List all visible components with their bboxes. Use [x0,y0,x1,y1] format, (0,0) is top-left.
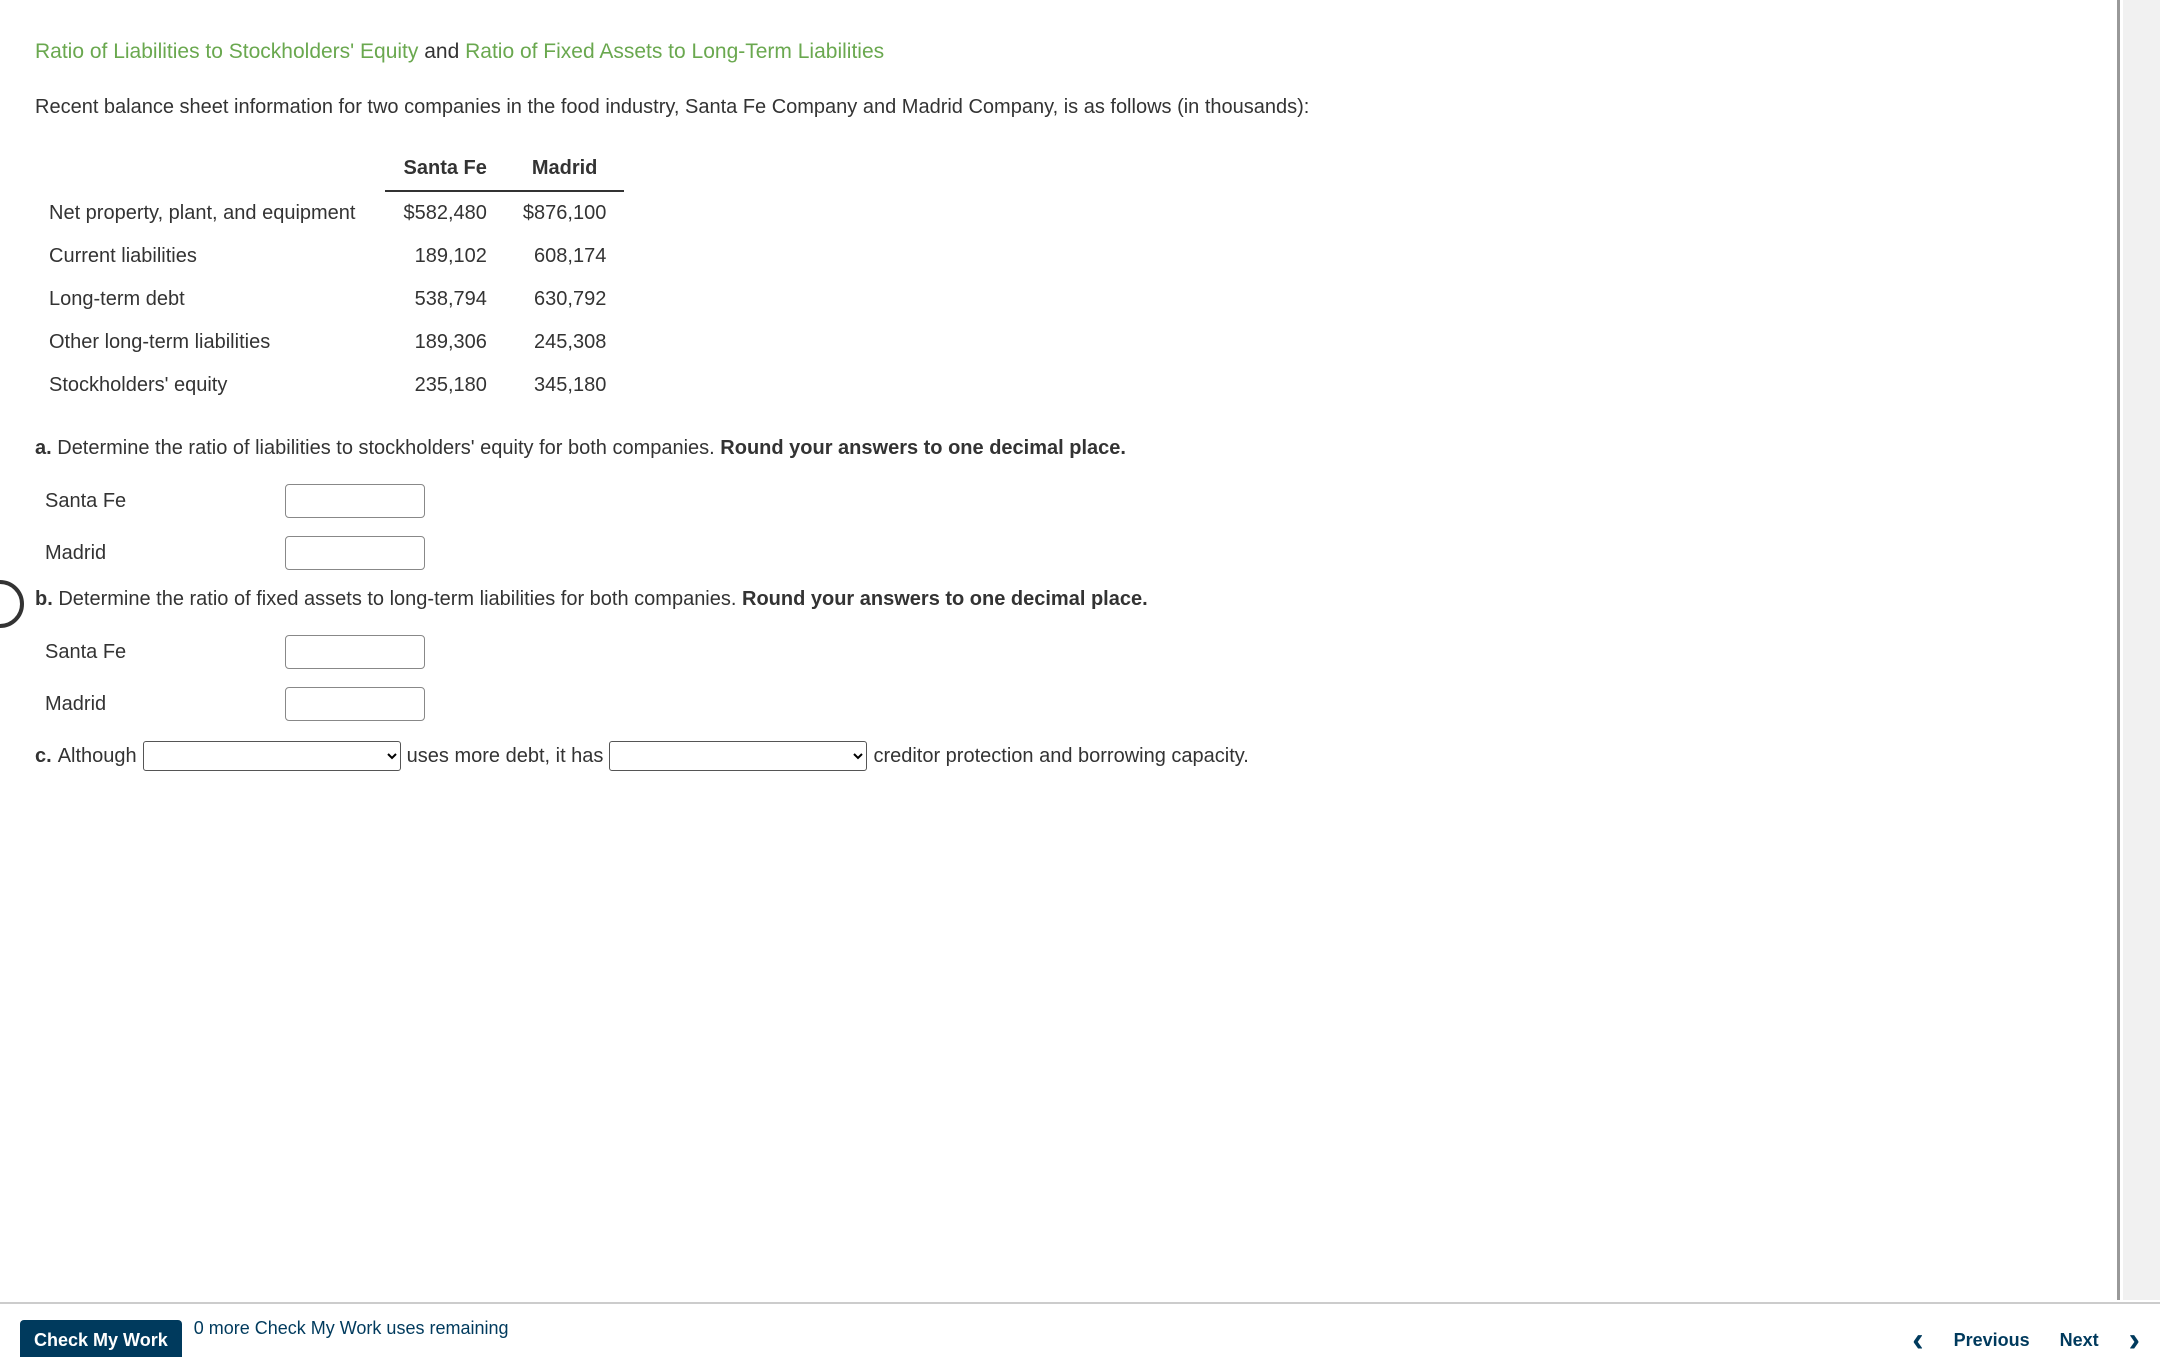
indicator-circle [0,580,24,628]
heading-link-1[interactable]: Ratio of Liabilities to Stockholders' Eq… [35,40,418,63]
answer-row-a-md: Madrid [45,536,2082,570]
qc-text-3: creditor protection and borrowing capaci… [873,745,1248,768]
qb-bold: Round your answers to one decimal place. [742,588,1148,610]
answer-row-b-md: Madrid [45,687,2082,721]
heading-and: and [418,40,465,63]
qa-bold: Round your answers to one decimal place. [720,437,1126,459]
qc-text-2: uses more debt, it has [407,745,604,768]
row-val-c1: 189,306 [385,321,504,364]
table-row: Current liabilities 189,102 608,174 [43,235,624,278]
table-row: Long-term debt 538,794 630,792 [43,278,624,321]
check-my-work-button[interactable]: Check My Work [20,1320,182,1357]
answer-label: Madrid [45,542,285,565]
dropdown-company[interactable] [143,741,401,771]
row-label: Current liabilities [43,235,385,278]
row-label: Long-term debt [43,278,385,321]
row-label: Other long-term liabilities [43,321,385,364]
row-val-c1: 189,102 [385,235,504,278]
answer-input-b-santafe[interactable] [285,635,425,669]
table-header-col2: Madrid [505,147,624,191]
row-val-c2: 630,792 [505,278,624,321]
table-row: Stockholders' equity 235,180 345,180 [43,364,624,407]
qa-prefix: a. [35,437,52,459]
qc-prefix: c. [35,745,52,768]
answer-input-a-santafe[interactable] [285,484,425,518]
answer-input-b-madrid[interactable] [285,687,425,721]
previous-button[interactable]: Previous [1954,1330,2030,1351]
footer-nav: ‹ Previous Next › [1912,1330,2140,1351]
intro-text: Recent balance sheet information for two… [35,96,2082,119]
table-row: Net property, plant, and equipment $582,… [43,191,624,235]
answer-label: Santa Fe [45,490,285,513]
heading: Ratio of Liabilities to Stockholders' Eq… [35,40,2082,64]
table-row: Other long-term liabilities 189,306 245,… [43,321,624,364]
footer-bar: Check My Work 0 more Check My Work uses … [0,1302,2160,1352]
row-label: Stockholders' equity [43,364,385,407]
question-a: a. Determine the ratio of liabilities to… [35,437,2082,460]
answer-row-b-sf: Santa Fe [45,635,2082,669]
row-val-c2: 608,174 [505,235,624,278]
question-c: c. Although uses more debt, it has credi… [35,741,2082,771]
uses-remaining-text: 0 more Check My Work uses remaining [194,1318,509,1339]
qb-text: Determine the ratio of fixed assets to l… [53,588,742,610]
row-val-c1: $582,480 [385,191,504,235]
answer-label: Madrid [45,693,285,716]
answer-label: Santa Fe [45,641,285,664]
answer-row-a-sf: Santa Fe [45,484,2082,518]
row-val-c2: $876,100 [505,191,624,235]
balance-sheet-table: Santa Fe Madrid Net property, plant, and… [43,147,624,407]
row-val-c2: 345,180 [505,364,624,407]
row-val-c2: 245,308 [505,321,624,364]
question-b: b. Determine the ratio of fixed assets t… [35,588,2082,611]
qb-prefix: b. [35,588,53,610]
qa-text: Determine the ratio of liabilities to st… [52,437,721,459]
row-label: Net property, plant, and equipment [43,191,385,235]
chevron-left-icon[interactable]: ‹ [1912,1330,1923,1350]
qc-text-1: Although [58,745,137,768]
chevron-right-icon[interactable]: › [2129,1330,2140,1350]
dropdown-comparison[interactable] [609,741,867,771]
content-pane: Ratio of Liabilities to Stockholders' Eq… [0,0,2120,1300]
table-header-blank [43,147,385,191]
next-button[interactable]: Next [2060,1330,2099,1351]
page-root: Ratio of Liabilities to Stockholders' Eq… [0,0,2160,1352]
scrollbar-track[interactable] [2123,0,2160,1300]
answer-input-a-madrid[interactable] [285,536,425,570]
heading-link-2[interactable]: Ratio of Fixed Assets to Long-Term Liabi… [465,40,884,63]
table-header-col1: Santa Fe [385,147,504,191]
row-val-c1: 235,180 [385,364,504,407]
row-val-c1: 538,794 [385,278,504,321]
